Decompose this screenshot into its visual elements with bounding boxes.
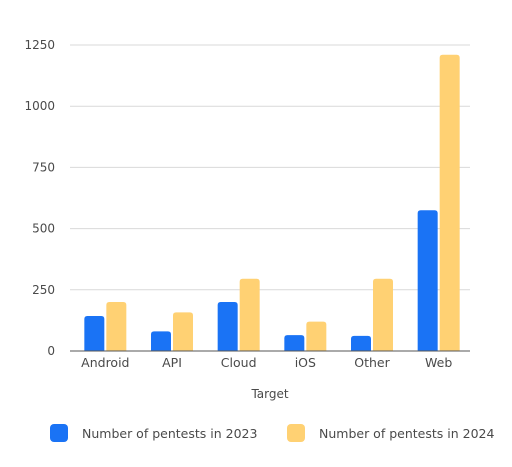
legend-item-2024[interactable]: Number of pentests in 2024 <box>287 424 494 442</box>
bar-2023-other <box>351 335 371 351</box>
legend-item-2023[interactable]: Number of pentests in 2023 <box>50 424 257 442</box>
x-axis-label: Target <box>250 387 288 401</box>
x-axis-ticks: Android API Cloud iOS Other Web <box>81 355 452 370</box>
bar-chart: 0 250 500 750 1000 1250 Android API Cloud iOS Oth… <box>24 38 470 401</box>
x-tick-label: Cloud <box>221 355 257 370</box>
y-tick-label: 500 <box>32 222 55 236</box>
legend-swatch-2024 <box>287 424 305 442</box>
legend-label-2023: Number of pentests in 2023 <box>82 425 258 441</box>
x-tick-label: Web <box>425 355 452 370</box>
bar-2023-cloud <box>217 302 238 351</box>
y-tick-label: 1000 <box>24 99 55 113</box>
y-axis-ticks: 0 250 500 750 1000 1250 <box>24 38 55 358</box>
bar-2023-api <box>151 331 171 351</box>
bar-2024-other <box>373 278 393 351</box>
bar-2024-cloud <box>239 278 260 351</box>
legend: Number of pentests in 2023 Number of pen… <box>50 424 500 446</box>
bar-2023-web <box>417 210 438 351</box>
bars <box>84 54 460 352</box>
bar-2024-web <box>439 54 460 352</box>
gridlines <box>70 44 470 291</box>
bar-2023-ios <box>284 335 305 351</box>
y-tick-label: 750 <box>32 160 55 174</box>
y-tick-label: 250 <box>32 283 55 297</box>
x-tick-label: iOS <box>295 355 316 370</box>
x-tick-label: Other <box>354 355 390 370</box>
bar-2024-android <box>106 302 127 351</box>
y-tick-label: 0 <box>47 344 55 358</box>
bar-2024-ios <box>306 321 327 351</box>
legend-label-2024: Number of pentests in 2024 <box>319 425 495 441</box>
x-tick-label: API <box>162 355 182 370</box>
bar-2024-api <box>173 312 193 351</box>
y-tick-label: 1250 <box>24 38 55 52</box>
x-tick-label: Android <box>81 355 129 370</box>
legend-swatch-2023 <box>50 424 68 442</box>
bar-2023-android <box>84 315 105 351</box>
